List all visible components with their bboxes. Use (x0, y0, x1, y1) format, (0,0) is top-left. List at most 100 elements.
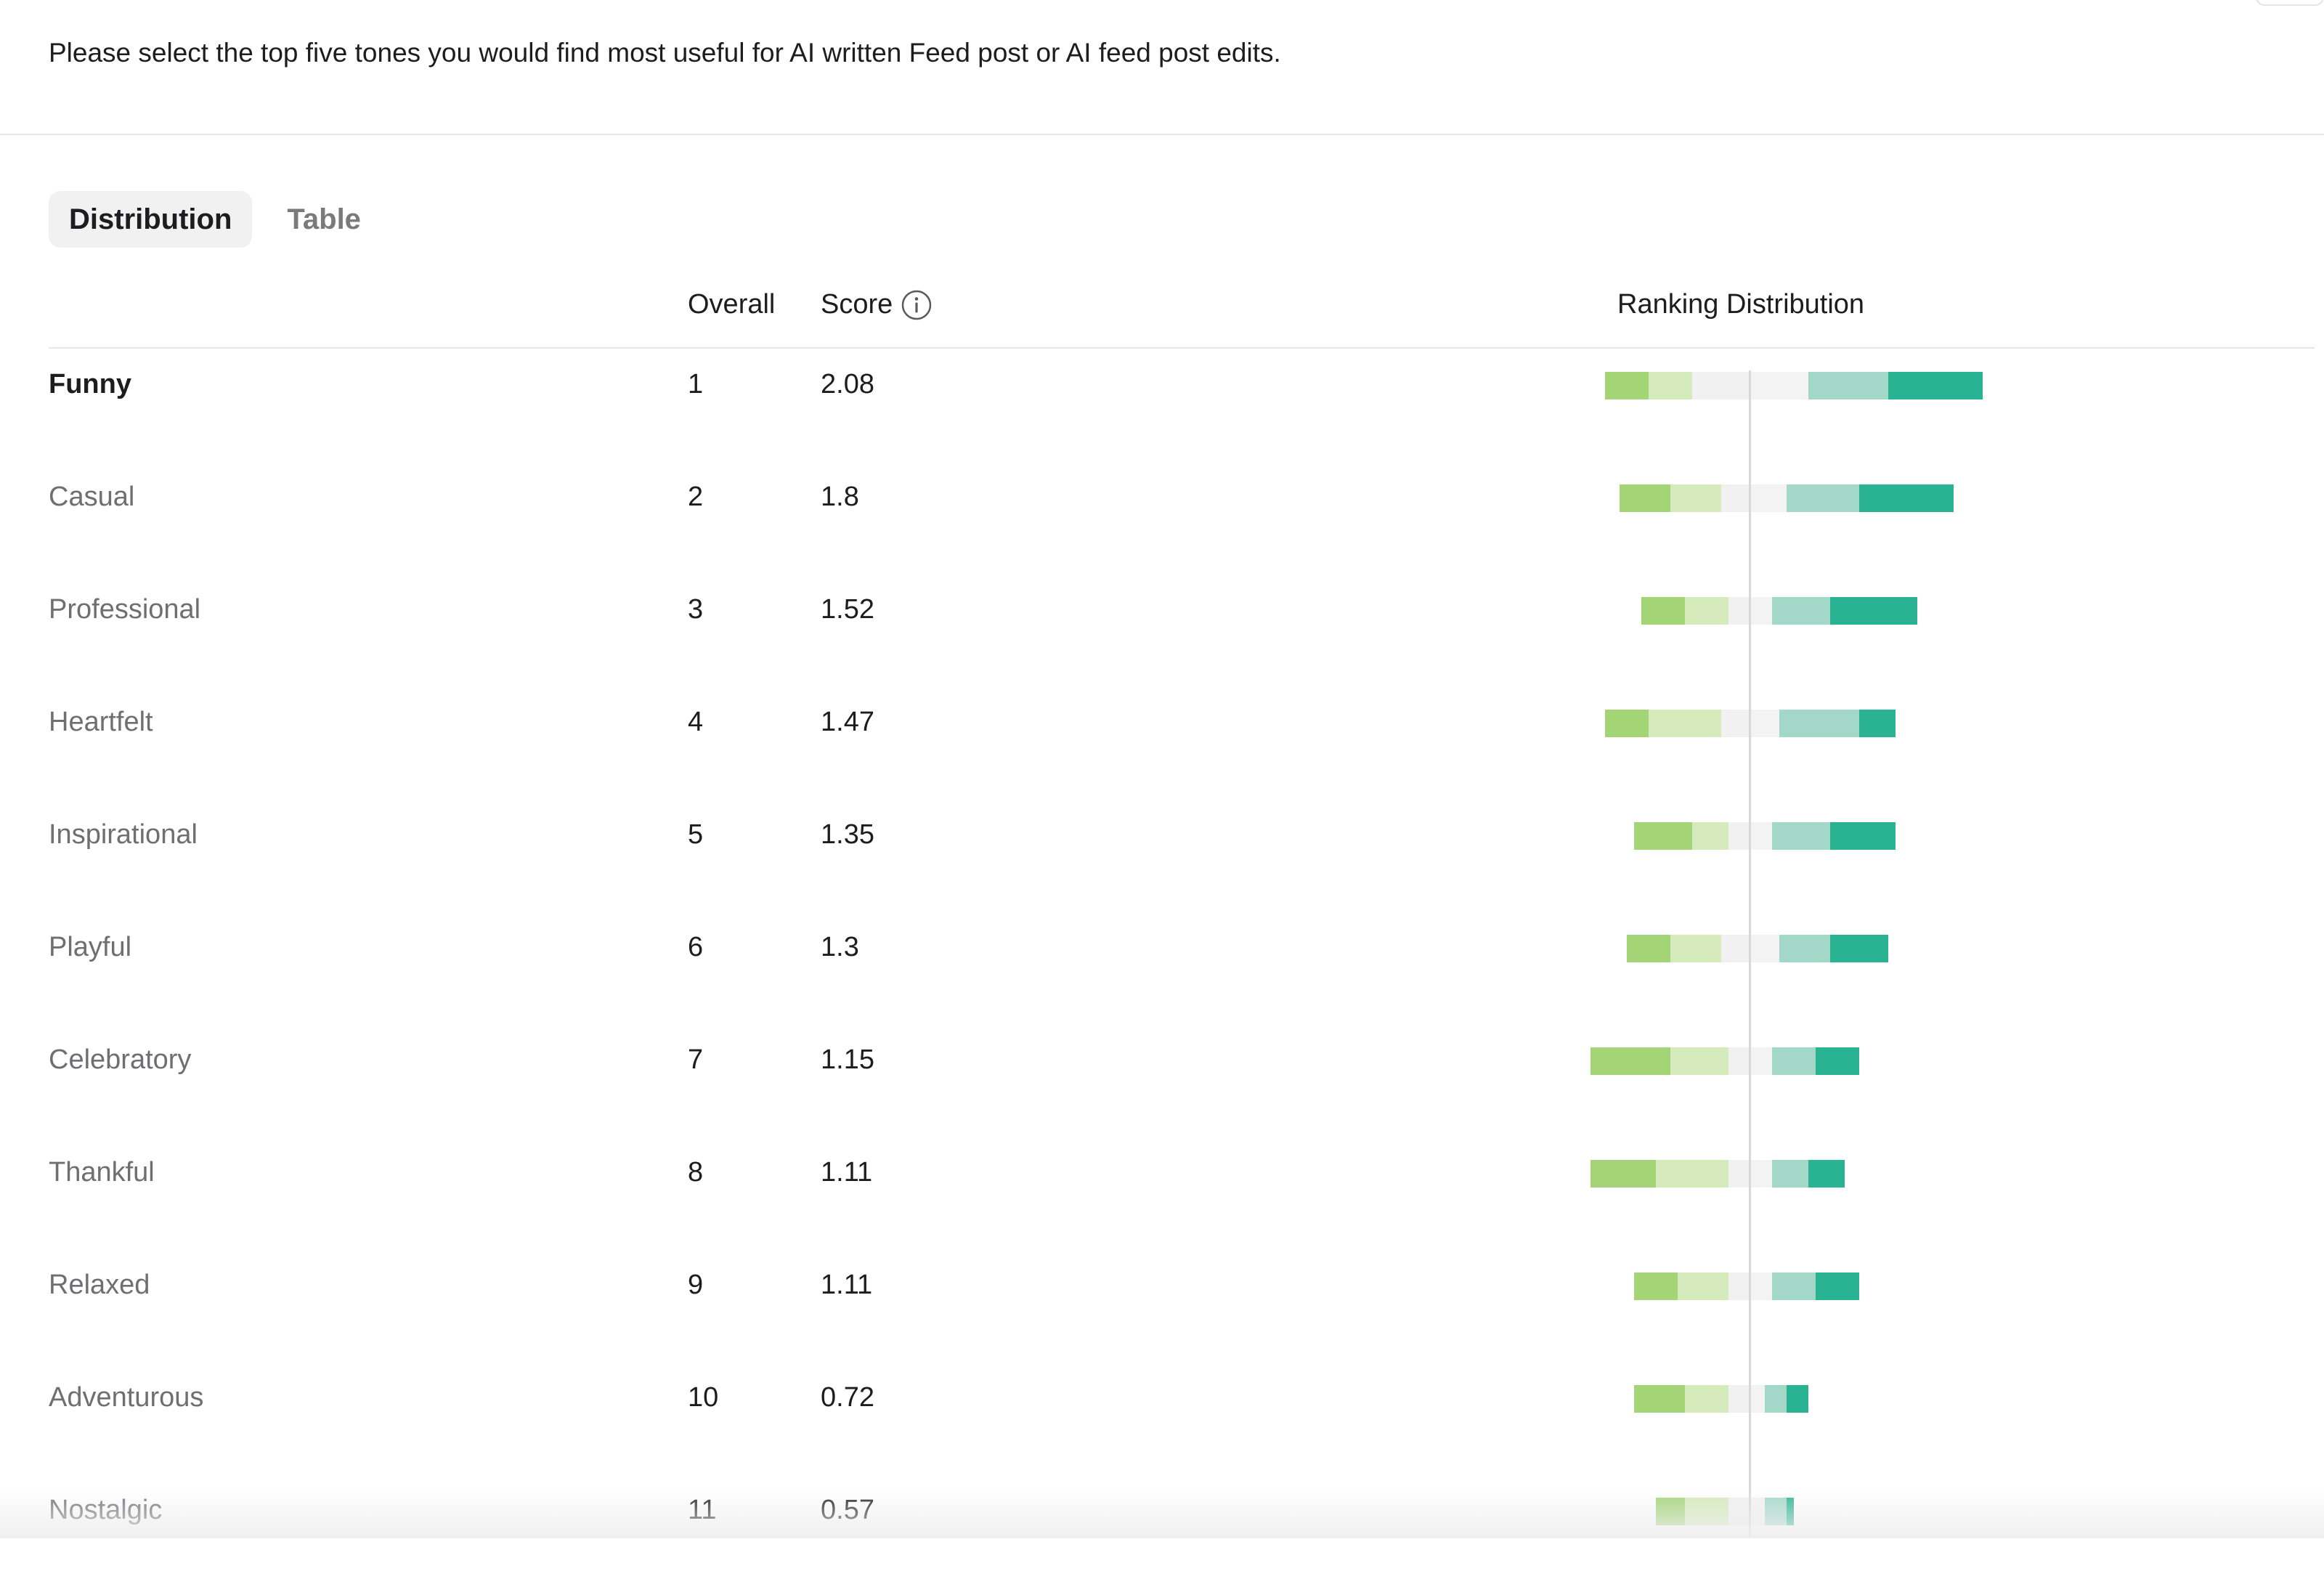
distribution-segment (1721, 710, 1750, 737)
row-label: Inspirational (49, 819, 198, 850)
table-row: Playful 6 1.3 (0, 912, 2324, 1024)
distribution-segment (1750, 1160, 1772, 1188)
distribution-segment (1779, 710, 1859, 737)
row-label: Funny (49, 369, 131, 399)
row-overall-rank: 7 (688, 1044, 704, 1075)
distribution-segment (1721, 484, 1750, 512)
row-label: Casual (49, 482, 135, 512)
distribution-segment (1641, 597, 1685, 625)
row-score: 2.08 (821, 369, 874, 399)
table-row: Thankful 8 1.11 (0, 1137, 2324, 1249)
distribution-segment (1830, 935, 1888, 962)
distribution-segment (1750, 484, 1787, 512)
row-score: 0.72 (821, 1382, 874, 1413)
ranking-distribution-bar (1627, 935, 1888, 962)
row-score: 1.52 (821, 594, 874, 625)
distribution-segment (1670, 935, 1721, 962)
question-text: Please select the top five tones you wou… (49, 38, 1281, 68)
overall-column-header: Overall (688, 289, 776, 320)
distribution-segment (1634, 1273, 1678, 1300)
table-row: Inspirational 5 1.35 (0, 799, 2324, 912)
distribution-segment (1750, 710, 1779, 737)
row-overall-rank: 4 (688, 707, 704, 737)
section-divider (0, 134, 2324, 135)
distribution-segment (1728, 1047, 1750, 1075)
row-overall-rank: 9 (688, 1270, 704, 1300)
distribution-segment (1605, 710, 1649, 737)
distribution-segment (1670, 1047, 1728, 1075)
row-overall-rank: 3 (688, 594, 704, 625)
distribution-segment (1750, 1273, 1772, 1300)
distribution-segment (1772, 1160, 1808, 1188)
distribution-segment (1779, 935, 1830, 962)
corner-control[interactable] (2256, 0, 2324, 6)
distribution-segment (1772, 597, 1830, 625)
row-overall-rank: 6 (688, 932, 704, 962)
distribution-center-line (1749, 370, 1751, 1538)
distribution-segment (1816, 1273, 1859, 1300)
table-row: Adventurous 10 0.72 (0, 1362, 2324, 1474)
row-score: 1.3 (821, 932, 859, 962)
scroll-fade (0, 1487, 2324, 1538)
info-icon[interactable] (901, 290, 932, 320)
table-row: Funny 1 2.08 (0, 349, 2324, 461)
ranking-distribution-bar (1620, 484, 1954, 512)
row-score: 1.8 (821, 482, 859, 512)
distribution-segment (1590, 1047, 1670, 1075)
table-row: Heartfelt 4 1.47 (0, 686, 2324, 799)
distribution-segment (1750, 1385, 1765, 1413)
distribution-segment (1787, 1385, 1808, 1413)
distribution-segment (1627, 935, 1670, 962)
score-header-label: Score (821, 289, 893, 320)
ranking-distribution-bar (1605, 372, 1983, 399)
distribution-segment (1808, 372, 1888, 399)
row-overall-rank: 5 (688, 819, 704, 850)
distribution-segment (1692, 822, 1728, 850)
distribution-segment (1765, 1385, 1787, 1413)
ranking-distribution-bar (1605, 710, 1896, 737)
row-label: Celebratory (49, 1044, 192, 1075)
distribution-segment (1721, 935, 1750, 962)
distribution-segment (1859, 484, 1954, 512)
distribution-segment (1750, 1047, 1772, 1075)
distribution-segment (1649, 710, 1721, 737)
row-score: 1.11 (821, 1157, 873, 1188)
distribution-segment (1649, 372, 1692, 399)
ranking-distribution-bar (1634, 1273, 1859, 1300)
view-tabs: Distribution Table (49, 191, 381, 248)
distribution-segment (1772, 822, 1830, 850)
distribution-segment (1692, 372, 1750, 399)
row-label: Professional (49, 594, 201, 625)
tab-table[interactable]: Table (287, 203, 361, 235)
ranking-distribution-bar (1590, 1047, 1859, 1075)
ranking-distribution-bar (1641, 597, 1917, 625)
distribution-segment (1750, 597, 1772, 625)
distribution-segment (1728, 1385, 1750, 1413)
table-row: Casual 2 1.8 (0, 461, 2324, 574)
distribution-segment (1678, 1273, 1728, 1300)
distribution-segment (1685, 597, 1728, 625)
row-overall-rank: 8 (688, 1157, 704, 1188)
table-row: Professional 3 1.52 (0, 574, 2324, 686)
distribution-segment (1728, 1160, 1750, 1188)
distribution-segment (1750, 935, 1779, 962)
distribution-segment (1656, 1160, 1728, 1188)
distribution-segment (1830, 597, 1917, 625)
row-label: Playful (49, 932, 132, 962)
distribution-segment (1772, 1273, 1816, 1300)
distribution-segment (1816, 1047, 1859, 1075)
ranking-distribution-bar (1590, 1160, 1845, 1188)
row-label: Relaxed (49, 1270, 150, 1300)
ranking-distribution-bar (1634, 1385, 1808, 1413)
header-divider (49, 347, 2315, 349)
row-score: 1.35 (821, 819, 874, 850)
distribution-segment (1634, 1385, 1685, 1413)
tab-distribution[interactable]: Distribution (49, 191, 253, 248)
distribution-segment (1808, 1160, 1845, 1188)
distribution-segment (1590, 1160, 1656, 1188)
row-score: 1.15 (821, 1044, 874, 1075)
row-overall-rank: 2 (688, 482, 704, 512)
distribution-segment (1750, 372, 1808, 399)
table-row: Relaxed 9 1.11 (0, 1249, 2324, 1362)
distribution-segment (1859, 710, 1896, 737)
